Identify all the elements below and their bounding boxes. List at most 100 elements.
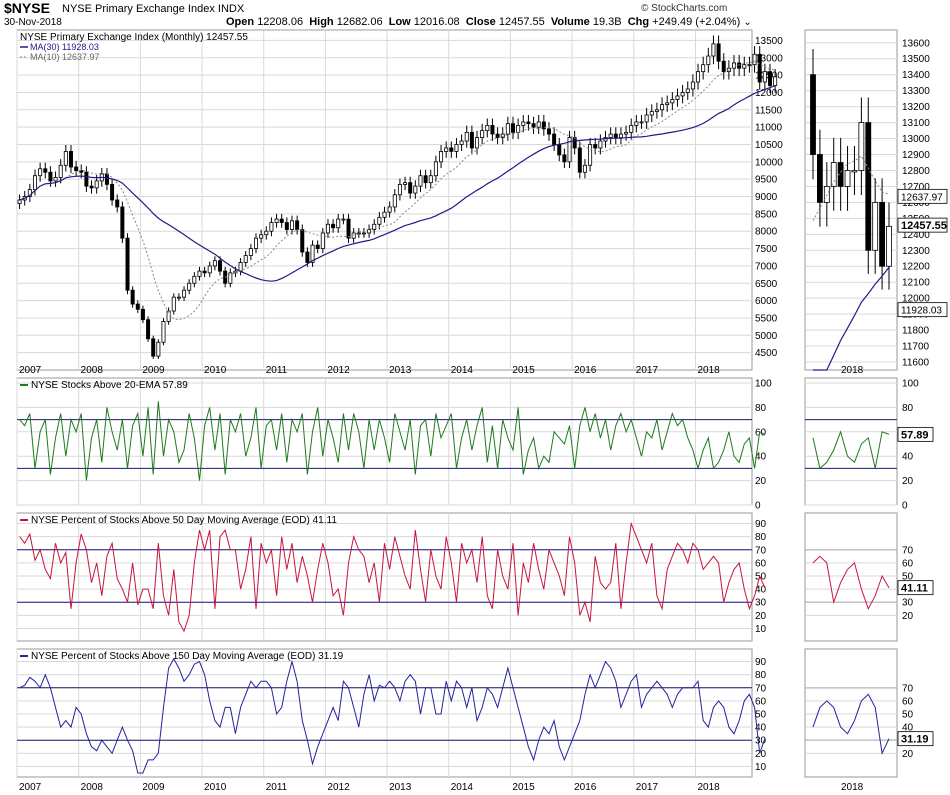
candle-body (439, 151, 444, 163)
candle-body (444, 147, 449, 152)
bottom-x-label: 2009 (142, 782, 165, 793)
ma30-value-label-box (897, 302, 948, 318)
inset-candle-body (844, 170, 851, 187)
price-axis-tick: 8500 (755, 209, 778, 220)
inset-frame (804, 648, 898, 778)
indicator-axis-tick: 10 (755, 762, 767, 773)
candle-body (649, 111, 654, 116)
close-label: Close (465, 16, 496, 28)
inset-frame (804, 377, 898, 506)
candle-body (475, 137, 480, 149)
inset-bottom-x-label: 2018 (841, 782, 864, 793)
candle-body (331, 223, 336, 229)
price-axis-tick: 10000 (755, 157, 783, 168)
candle-body (480, 130, 485, 138)
candle-body (526, 121, 531, 125)
candle-body (541, 121, 546, 130)
candle-body (485, 125, 490, 132)
high-label: High (309, 16, 334, 28)
low-value: 12016.08 (413, 16, 460, 28)
panel-frame (16, 648, 753, 778)
indicator-value-label: 57.89 (901, 429, 929, 441)
bottom-x-label: 2012 (327, 782, 350, 793)
price-axis-tick: 13000 (755, 53, 783, 64)
close-value-label-box (897, 217, 948, 233)
bottom-x-label: 2011 (266, 782, 288, 793)
indicator-value-box (897, 580, 934, 596)
candle-body (546, 128, 551, 135)
indicator-axis-tick: 90 (755, 519, 767, 530)
low-label: Low (388, 16, 411, 28)
candle-body (613, 133, 618, 138)
candle-body (536, 121, 541, 128)
indicator-axis-tick: 30 (755, 736, 767, 747)
candle-body (639, 121, 644, 124)
high-value: 12682.06 (336, 16, 383, 28)
candle-body (459, 140, 464, 145)
volume-label: Volume (550, 16, 590, 28)
bottom-x-label: 2018 (697, 782, 720, 793)
indicator-line (19, 657, 766, 774)
candle-body (408, 182, 413, 194)
index-name: NYSE Primary Exchange Index INDX (62, 3, 245, 15)
candle-body (747, 64, 752, 67)
ma10-legend-label: MA(10) 12637.97 (30, 52, 100, 62)
candle-body (624, 131, 629, 135)
candle-body (32, 175, 37, 190)
candle-body (433, 161, 438, 177)
ma10-value-label: 12637.97 (901, 192, 943, 203)
price-chart-title: NYSE Primary Exchange Index (Monthly) 12… (20, 32, 248, 43)
indicator-title: NYSE Stocks Above 20-EMA 57.89 (31, 380, 188, 391)
inset-indicator-tick: 40 (902, 723, 914, 734)
price-axis-tick: 6000 (755, 296, 778, 307)
price-axis-tick: 5500 (755, 313, 778, 324)
price-axis-tick: 13500 (755, 36, 783, 47)
bottom-x-label: 2008 (81, 782, 104, 793)
candle-body (593, 144, 598, 149)
candle-body (238, 262, 243, 272)
candle-body (469, 131, 474, 149)
candle-body (685, 88, 690, 93)
inset-candle-body (851, 170, 858, 173)
indicator-title: NYSE Percent of Stocks Above 50 Day Movi… (31, 515, 337, 526)
inset-ma30-line (813, 266, 890, 371)
candle-body (382, 211, 387, 218)
watermark: © StockCharts.com (641, 3, 728, 14)
candle-body (752, 53, 757, 66)
ma30-line (19, 85, 776, 282)
panel-frame (16, 377, 753, 506)
candle-body (218, 260, 223, 272)
inset-candle-body (886, 225, 892, 267)
candle-body (742, 64, 747, 69)
indicator-axis-tick: 60 (755, 696, 767, 707)
candle-body (495, 133, 500, 138)
candle-body (572, 137, 577, 149)
candle-body (212, 260, 217, 267)
inset-candle-body (810, 74, 816, 155)
candle-body (17, 199, 22, 204)
candle-body (454, 144, 459, 152)
candle-body (259, 234, 264, 239)
inset-axis-tick: 12700 (902, 182, 930, 193)
candle-body (665, 102, 670, 105)
candle-body (582, 164, 587, 173)
chg-value: +249.49 (+2.04%) (652, 16, 741, 28)
price-x-label: 2016 (574, 365, 597, 376)
collapse-chevron-icon[interactable]: ⌄ (743, 17, 752, 28)
candle-body (464, 131, 469, 142)
candle-body (38, 168, 43, 177)
candle-body (721, 60, 726, 73)
inset-indicator-tick: 100 (902, 379, 919, 390)
indicator-value-label: 41.11 (901, 583, 928, 595)
indicator-line (19, 521, 766, 633)
candle-body (737, 62, 742, 69)
inset-candle-body (837, 162, 844, 187)
inset-axis-tick: 11700 (902, 342, 930, 353)
candle-body (634, 121, 639, 126)
candle-body (243, 255, 248, 263)
candle-body (505, 123, 510, 135)
candle-body (767, 71, 772, 86)
candle-body (192, 275, 197, 284)
ma10-value-label-box (897, 188, 948, 204)
